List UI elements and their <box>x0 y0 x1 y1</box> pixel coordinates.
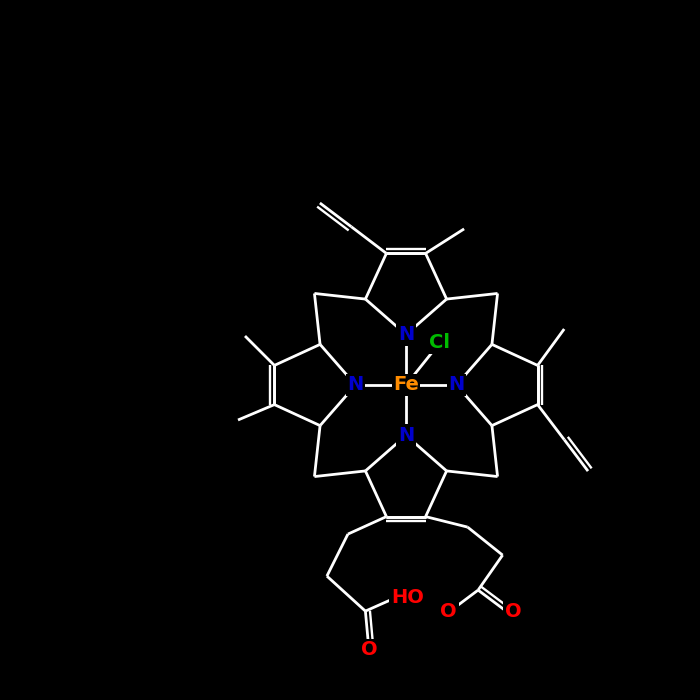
Text: N: N <box>398 325 414 344</box>
Text: HO: HO <box>391 587 423 607</box>
Text: N: N <box>448 375 465 395</box>
Text: N: N <box>398 426 414 445</box>
Text: O: O <box>505 601 522 621</box>
Text: Cl: Cl <box>429 333 450 353</box>
Text: O: O <box>360 640 377 659</box>
Text: N: N <box>347 375 364 395</box>
Text: Fe: Fe <box>393 375 419 395</box>
Text: O: O <box>440 601 457 621</box>
